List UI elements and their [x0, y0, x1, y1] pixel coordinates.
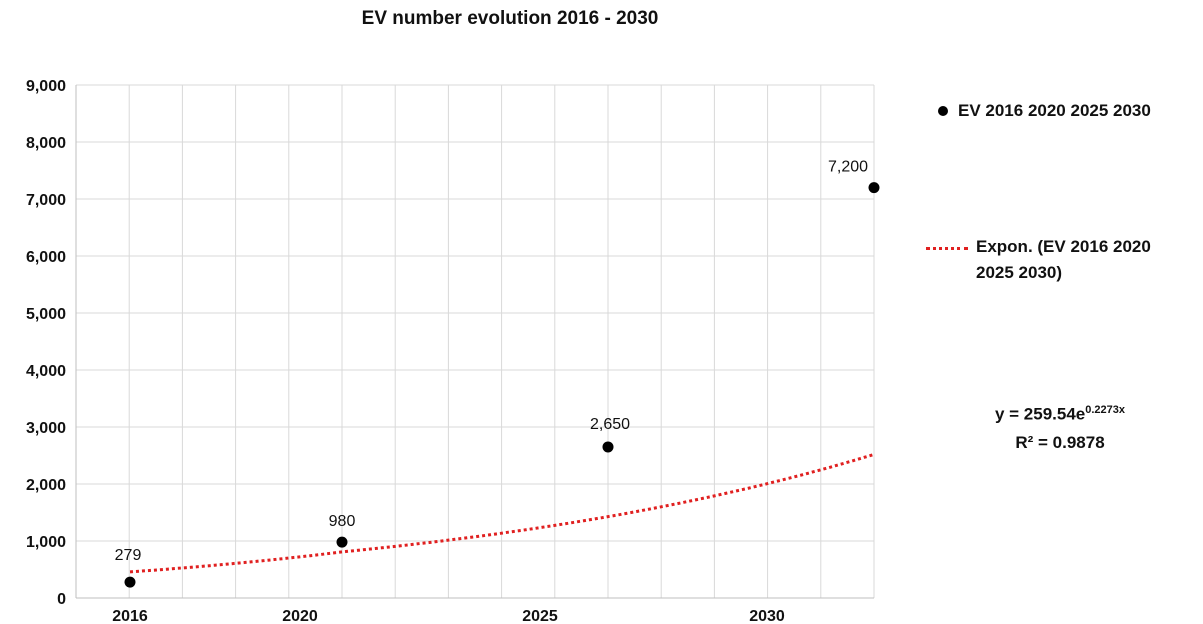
legend-label-points: EV 2016 2020 2025 2030: [958, 101, 1151, 120]
x-tick-label: 2030: [749, 608, 785, 624]
data-label: 7,200: [828, 159, 868, 176]
y-tick-label: 4,000: [26, 363, 66, 380]
data-label: 980: [329, 513, 356, 530]
legend-marker-dotted-line-icon: [926, 247, 968, 250]
data-point: [868, 182, 880, 194]
y-tick-label: 6,000: [26, 249, 66, 266]
y-tick-label: 9,000: [26, 78, 66, 95]
y-tick-label: 1,000: [26, 534, 66, 551]
y-tick-label: 5,000: [26, 306, 66, 323]
data-label: 2,650: [590, 416, 630, 433]
data-point: [336, 536, 348, 548]
x-tick-label: 2025: [522, 608, 558, 624]
y-tick-label: 3,000: [26, 420, 66, 437]
y-tick-label: 2,000: [26, 477, 66, 494]
equation-r-squared: R² = 0.9878: [1015, 432, 1105, 452]
y-tick-label: 0: [57, 591, 66, 608]
legend-label-trendline: Expon. (EV 2016 2020 2025 2030): [976, 237, 1151, 282]
legend-marker-dot-icon: [938, 106, 948, 116]
y-tick-label: 8,000: [26, 135, 66, 152]
equation-formula: y = 259.54e0.2273x: [994, 404, 1126, 424]
trendline-equation: y = 259.54e0.2273x R² = 0.9878: [940, 396, 1180, 457]
x-tick-label: 2020: [282, 608, 318, 624]
legend-item-points: EV 2016 2020 2025 2030: [938, 98, 1151, 124]
data-point: [602, 441, 614, 453]
chart-title: EV number evolution 2016 - 2030: [361, 8, 659, 29]
y-tick-label: 7,000: [26, 192, 66, 209]
legend-item-trendline: Expon. (EV 2016 2020 2025 2030): [926, 234, 1186, 286]
data-label: 279: [115, 547, 142, 564]
x-tick-label: 2016: [112, 608, 148, 624]
data-point: [124, 576, 136, 588]
